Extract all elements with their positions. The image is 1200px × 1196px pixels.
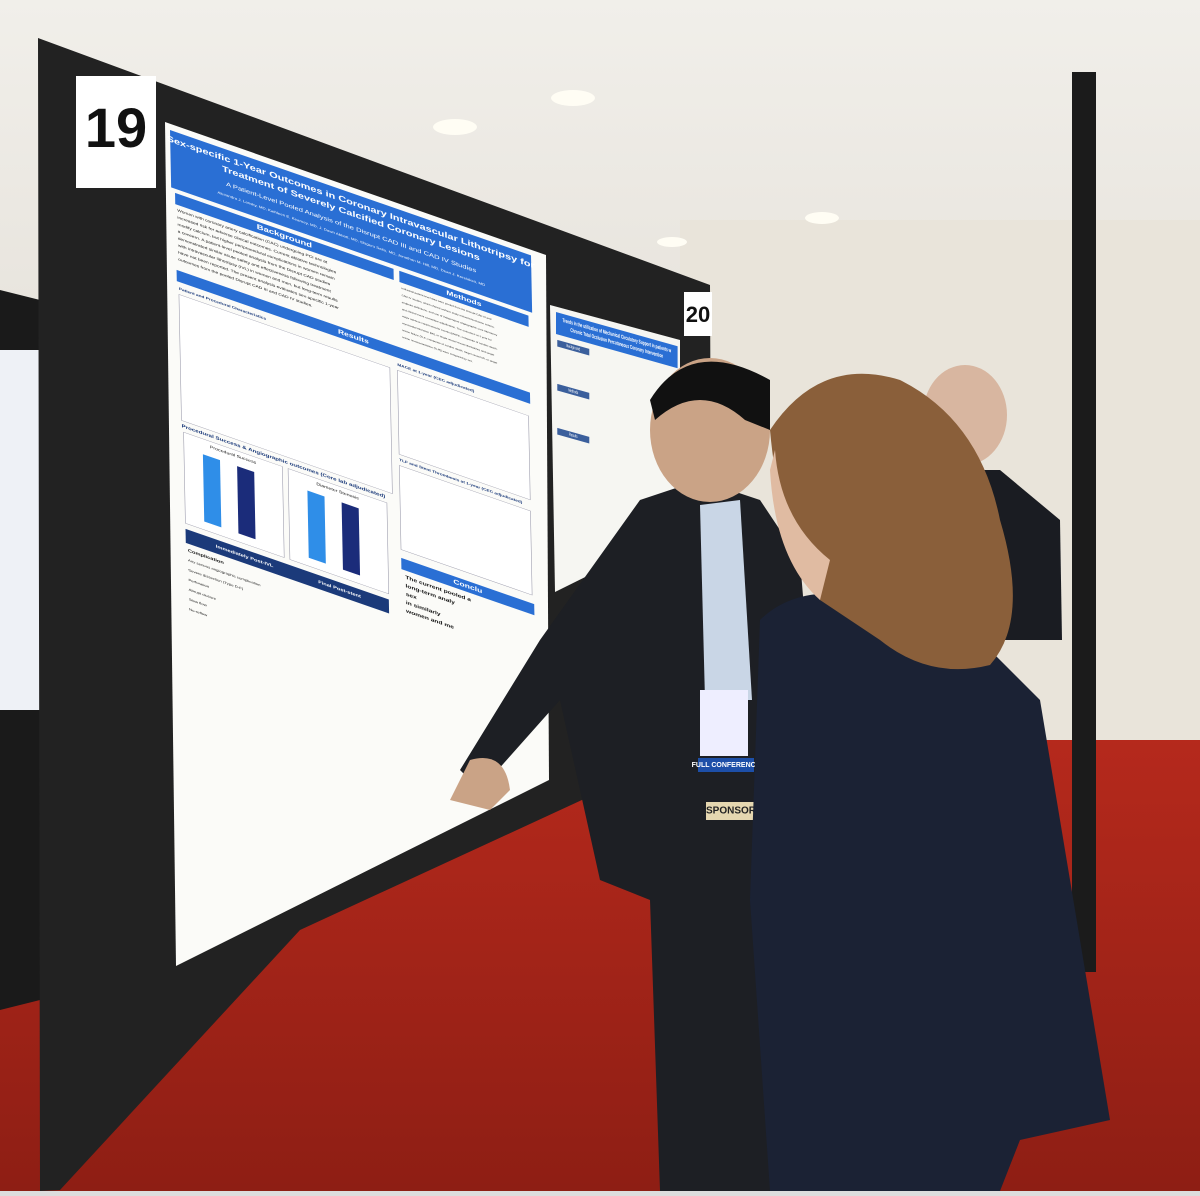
chart-bar <box>341 502 361 576</box>
table <box>178 294 393 494</box>
section-band <box>399 270 529 327</box>
section-heading: Methods <box>568 388 578 396</box>
section-heading: Background <box>566 343 580 352</box>
badge-tag-text: SPONSOR <box>706 806 757 817</box>
section-band <box>176 269 531 404</box>
section-band <box>557 427 590 444</box>
section-band <box>401 557 535 616</box>
section-band <box>557 383 590 400</box>
left-poster <box>0 350 42 710</box>
table-row: No-reflow <box>189 607 207 617</box>
hair <box>650 361 770 430</box>
conclusion-line: sex <box>406 592 418 601</box>
title-band <box>170 130 533 313</box>
table-row: Perforation <box>188 578 209 589</box>
pole <box>1072 72 1096 972</box>
title-band <box>556 312 678 369</box>
section-band <box>557 339 590 356</box>
section-band <box>175 192 394 281</box>
board-number: 20 <box>686 302 710 327</box>
chart-bar <box>307 490 326 564</box>
hand <box>450 758 510 810</box>
ceiling-lights <box>433 90 839 247</box>
badge-ribbon-text: FULL CONFERENCE <box>692 762 761 769</box>
badge <box>700 690 748 756</box>
chart-box <box>399 465 533 596</box>
chart-box <box>397 369 531 501</box>
chart-bar <box>237 466 256 540</box>
shirt <box>700 500 752 700</box>
number-card <box>684 292 712 336</box>
section-heading: Results <box>569 432 578 439</box>
chart-bar <box>202 454 222 528</box>
badge-tag <box>706 802 756 820</box>
woman-hair <box>770 373 1013 670</box>
table-band <box>185 528 390 614</box>
badge-ribbon <box>698 758 754 772</box>
number-card <box>76 76 156 188</box>
woman-jacket <box>750 593 1110 1191</box>
woman-face <box>770 450 830 600</box>
table-row: Slow flow <box>189 597 207 607</box>
board-number: 19 <box>85 96 147 159</box>
